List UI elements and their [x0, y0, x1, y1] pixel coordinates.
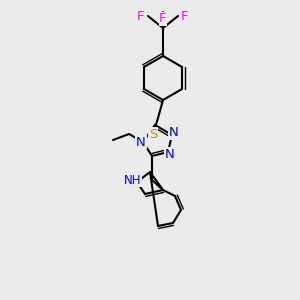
Text: NH: NH	[124, 173, 142, 187]
Text: F: F	[137, 10, 145, 22]
Text: N: N	[169, 127, 179, 140]
Text: F: F	[181, 10, 189, 22]
Text: S: S	[149, 128, 157, 140]
Text: F: F	[159, 13, 167, 26]
Text: N: N	[136, 136, 146, 148]
Text: N: N	[165, 148, 175, 160]
